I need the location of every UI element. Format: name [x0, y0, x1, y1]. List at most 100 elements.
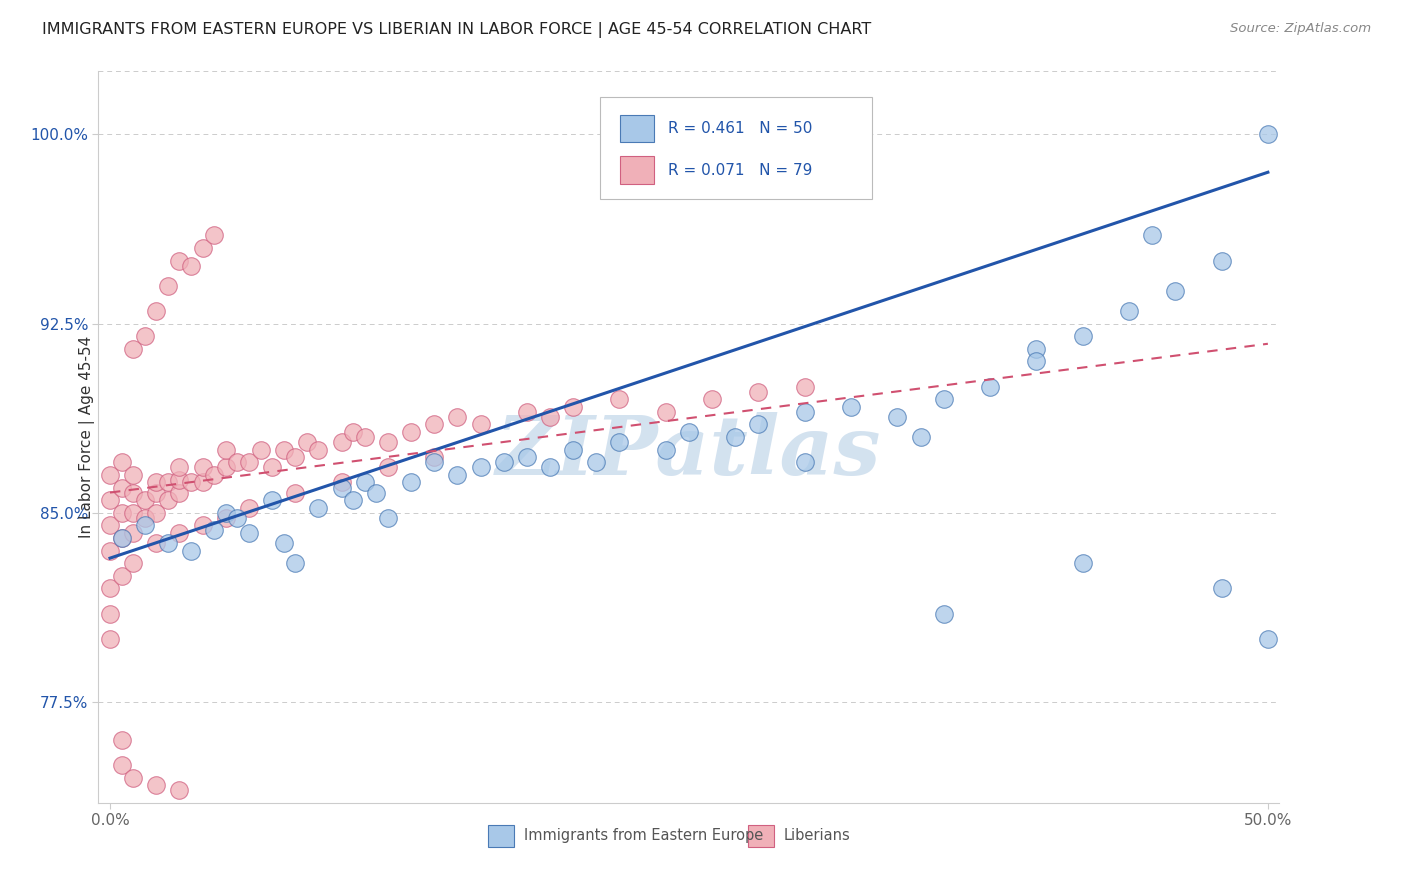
- Point: [423, 450, 446, 465]
- Point: [122, 467, 145, 482]
- Point: [191, 241, 214, 255]
- Point: [886, 409, 908, 424]
- Point: [110, 569, 132, 583]
- Point: [110, 732, 132, 747]
- Point: [516, 405, 538, 419]
- Text: Source: ZipAtlas.com: Source: ZipAtlas.com: [1230, 22, 1371, 36]
- Point: [215, 510, 238, 524]
- Point: [377, 510, 399, 524]
- Point: [180, 543, 202, 558]
- Point: [377, 460, 399, 475]
- Point: [342, 493, 364, 508]
- Point: [353, 475, 375, 490]
- Point: [110, 531, 132, 545]
- Point: [122, 342, 145, 356]
- Point: [747, 384, 769, 399]
- Point: [226, 455, 249, 469]
- Point: [747, 417, 769, 432]
- Text: R = 0.461   N = 50: R = 0.461 N = 50: [668, 121, 813, 136]
- Point: [180, 475, 202, 490]
- Point: [1071, 556, 1094, 570]
- Point: [470, 417, 492, 432]
- Point: [110, 758, 132, 772]
- Point: [98, 632, 121, 646]
- Point: [98, 582, 121, 596]
- Point: [134, 510, 156, 524]
- Text: IMMIGRANTS FROM EASTERN EUROPE VS LIBERIAN IN LABOR FORCE | AGE 45-54 CORRELATIO: IMMIGRANTS FROM EASTERN EUROPE VS LIBERI…: [42, 22, 872, 38]
- Point: [342, 425, 364, 439]
- Point: [1025, 342, 1047, 356]
- Point: [98, 493, 121, 508]
- Point: [202, 467, 225, 482]
- Point: [366, 485, 388, 500]
- Bar: [748, 825, 773, 847]
- Point: [238, 525, 260, 540]
- Point: [98, 543, 121, 558]
- Point: [609, 435, 631, 450]
- Point: [180, 259, 202, 273]
- Point: [122, 556, 145, 570]
- Point: [98, 607, 121, 621]
- Text: Immigrants from Eastern Europe: Immigrants from Eastern Europe: [523, 828, 763, 843]
- Point: [98, 467, 121, 482]
- Point: [538, 460, 561, 475]
- Point: [145, 485, 167, 500]
- Point: [470, 460, 492, 475]
- Point: [262, 493, 284, 508]
- Point: [145, 536, 167, 550]
- Point: [110, 481, 132, 495]
- Point: [377, 435, 399, 450]
- Point: [169, 460, 191, 475]
- FancyBboxPatch shape: [600, 97, 872, 200]
- Point: [700, 392, 723, 407]
- Point: [1211, 582, 1233, 596]
- Point: [156, 493, 179, 508]
- Point: [295, 435, 318, 450]
- Point: [1140, 228, 1163, 243]
- Point: [169, 253, 191, 268]
- Point: [156, 475, 179, 490]
- Point: [249, 442, 271, 457]
- Point: [145, 778, 167, 792]
- Point: [273, 442, 295, 457]
- Point: [202, 228, 225, 243]
- Point: [202, 524, 225, 538]
- Point: [655, 405, 678, 419]
- Point: [169, 783, 191, 797]
- Point: [538, 409, 561, 424]
- Point: [585, 455, 607, 469]
- Point: [145, 506, 167, 520]
- Point: [910, 430, 932, 444]
- Point: [226, 510, 249, 524]
- Point: [1211, 253, 1233, 268]
- Point: [353, 430, 375, 444]
- Point: [793, 405, 815, 419]
- Point: [932, 392, 955, 407]
- Point: [1071, 329, 1094, 343]
- Point: [307, 500, 329, 515]
- Point: [423, 455, 446, 469]
- Point: [122, 506, 145, 520]
- Point: [609, 392, 631, 407]
- Point: [191, 475, 214, 490]
- Point: [516, 450, 538, 465]
- Point: [724, 430, 747, 444]
- Point: [330, 481, 353, 495]
- Point: [284, 556, 307, 570]
- Point: [307, 442, 329, 457]
- Bar: [488, 825, 515, 847]
- Point: [839, 400, 862, 414]
- Point: [169, 525, 191, 540]
- Text: R = 0.071   N = 79: R = 0.071 N = 79: [668, 162, 813, 178]
- Point: [134, 493, 156, 508]
- Y-axis label: In Labor Force | Age 45-54: In Labor Force | Age 45-54: [79, 336, 96, 538]
- Point: [134, 329, 156, 343]
- Point: [215, 460, 238, 475]
- Point: [932, 607, 955, 621]
- Point: [145, 475, 167, 490]
- Point: [215, 506, 238, 520]
- Point: [979, 379, 1001, 393]
- Point: [134, 518, 156, 533]
- Point: [110, 531, 132, 545]
- Bar: [620, 114, 654, 143]
